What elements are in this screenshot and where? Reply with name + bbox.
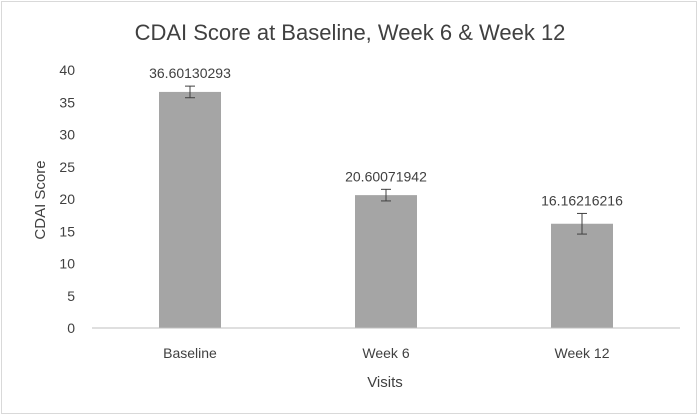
data-label: 20.60071942 <box>345 168 427 184</box>
y-tick-label: 15 <box>59 223 75 239</box>
y-axis-label: CDAI Score <box>32 160 49 239</box>
bar <box>355 195 417 328</box>
bar <box>551 223 613 328</box>
bar <box>159 91 221 328</box>
y-tick-label: 40 <box>59 62 75 78</box>
error-bar <box>185 85 195 99</box>
x-axis-label: Visits <box>367 374 403 391</box>
y-tick-label: 0 <box>67 320 75 336</box>
bars <box>159 91 613 328</box>
y-tick-label: 35 <box>59 94 75 110</box>
x-axis-ticks: Baseline Week 6 Week 12 <box>163 345 610 361</box>
y-tick-label: 25 <box>59 159 75 175</box>
y-tick-label: 20 <box>59 191 75 207</box>
error-bars <box>185 85 587 235</box>
x-tick-label: Week 6 <box>362 345 409 361</box>
y-tick-label: 30 <box>59 127 75 143</box>
x-tick-label: Week 12 <box>555 345 610 361</box>
error-bar <box>577 212 587 235</box>
x-tick-label: Baseline <box>163 345 217 361</box>
data-label: 36.60130293 <box>149 65 231 81</box>
y-axis-ticks: 0 5 10 15 20 25 30 35 40 <box>59 62 75 336</box>
data-label: 16.16216216 <box>541 192 623 208</box>
error-bar <box>381 188 391 202</box>
data-labels: 36.60130293 20.60071942 16.16216216 <box>149 65 623 208</box>
y-tick-label: 10 <box>59 256 75 272</box>
y-tick-label: 5 <box>67 288 75 304</box>
chart-title: CDAI Score at Baseline, Week 6 & Week 12 <box>135 20 566 45</box>
